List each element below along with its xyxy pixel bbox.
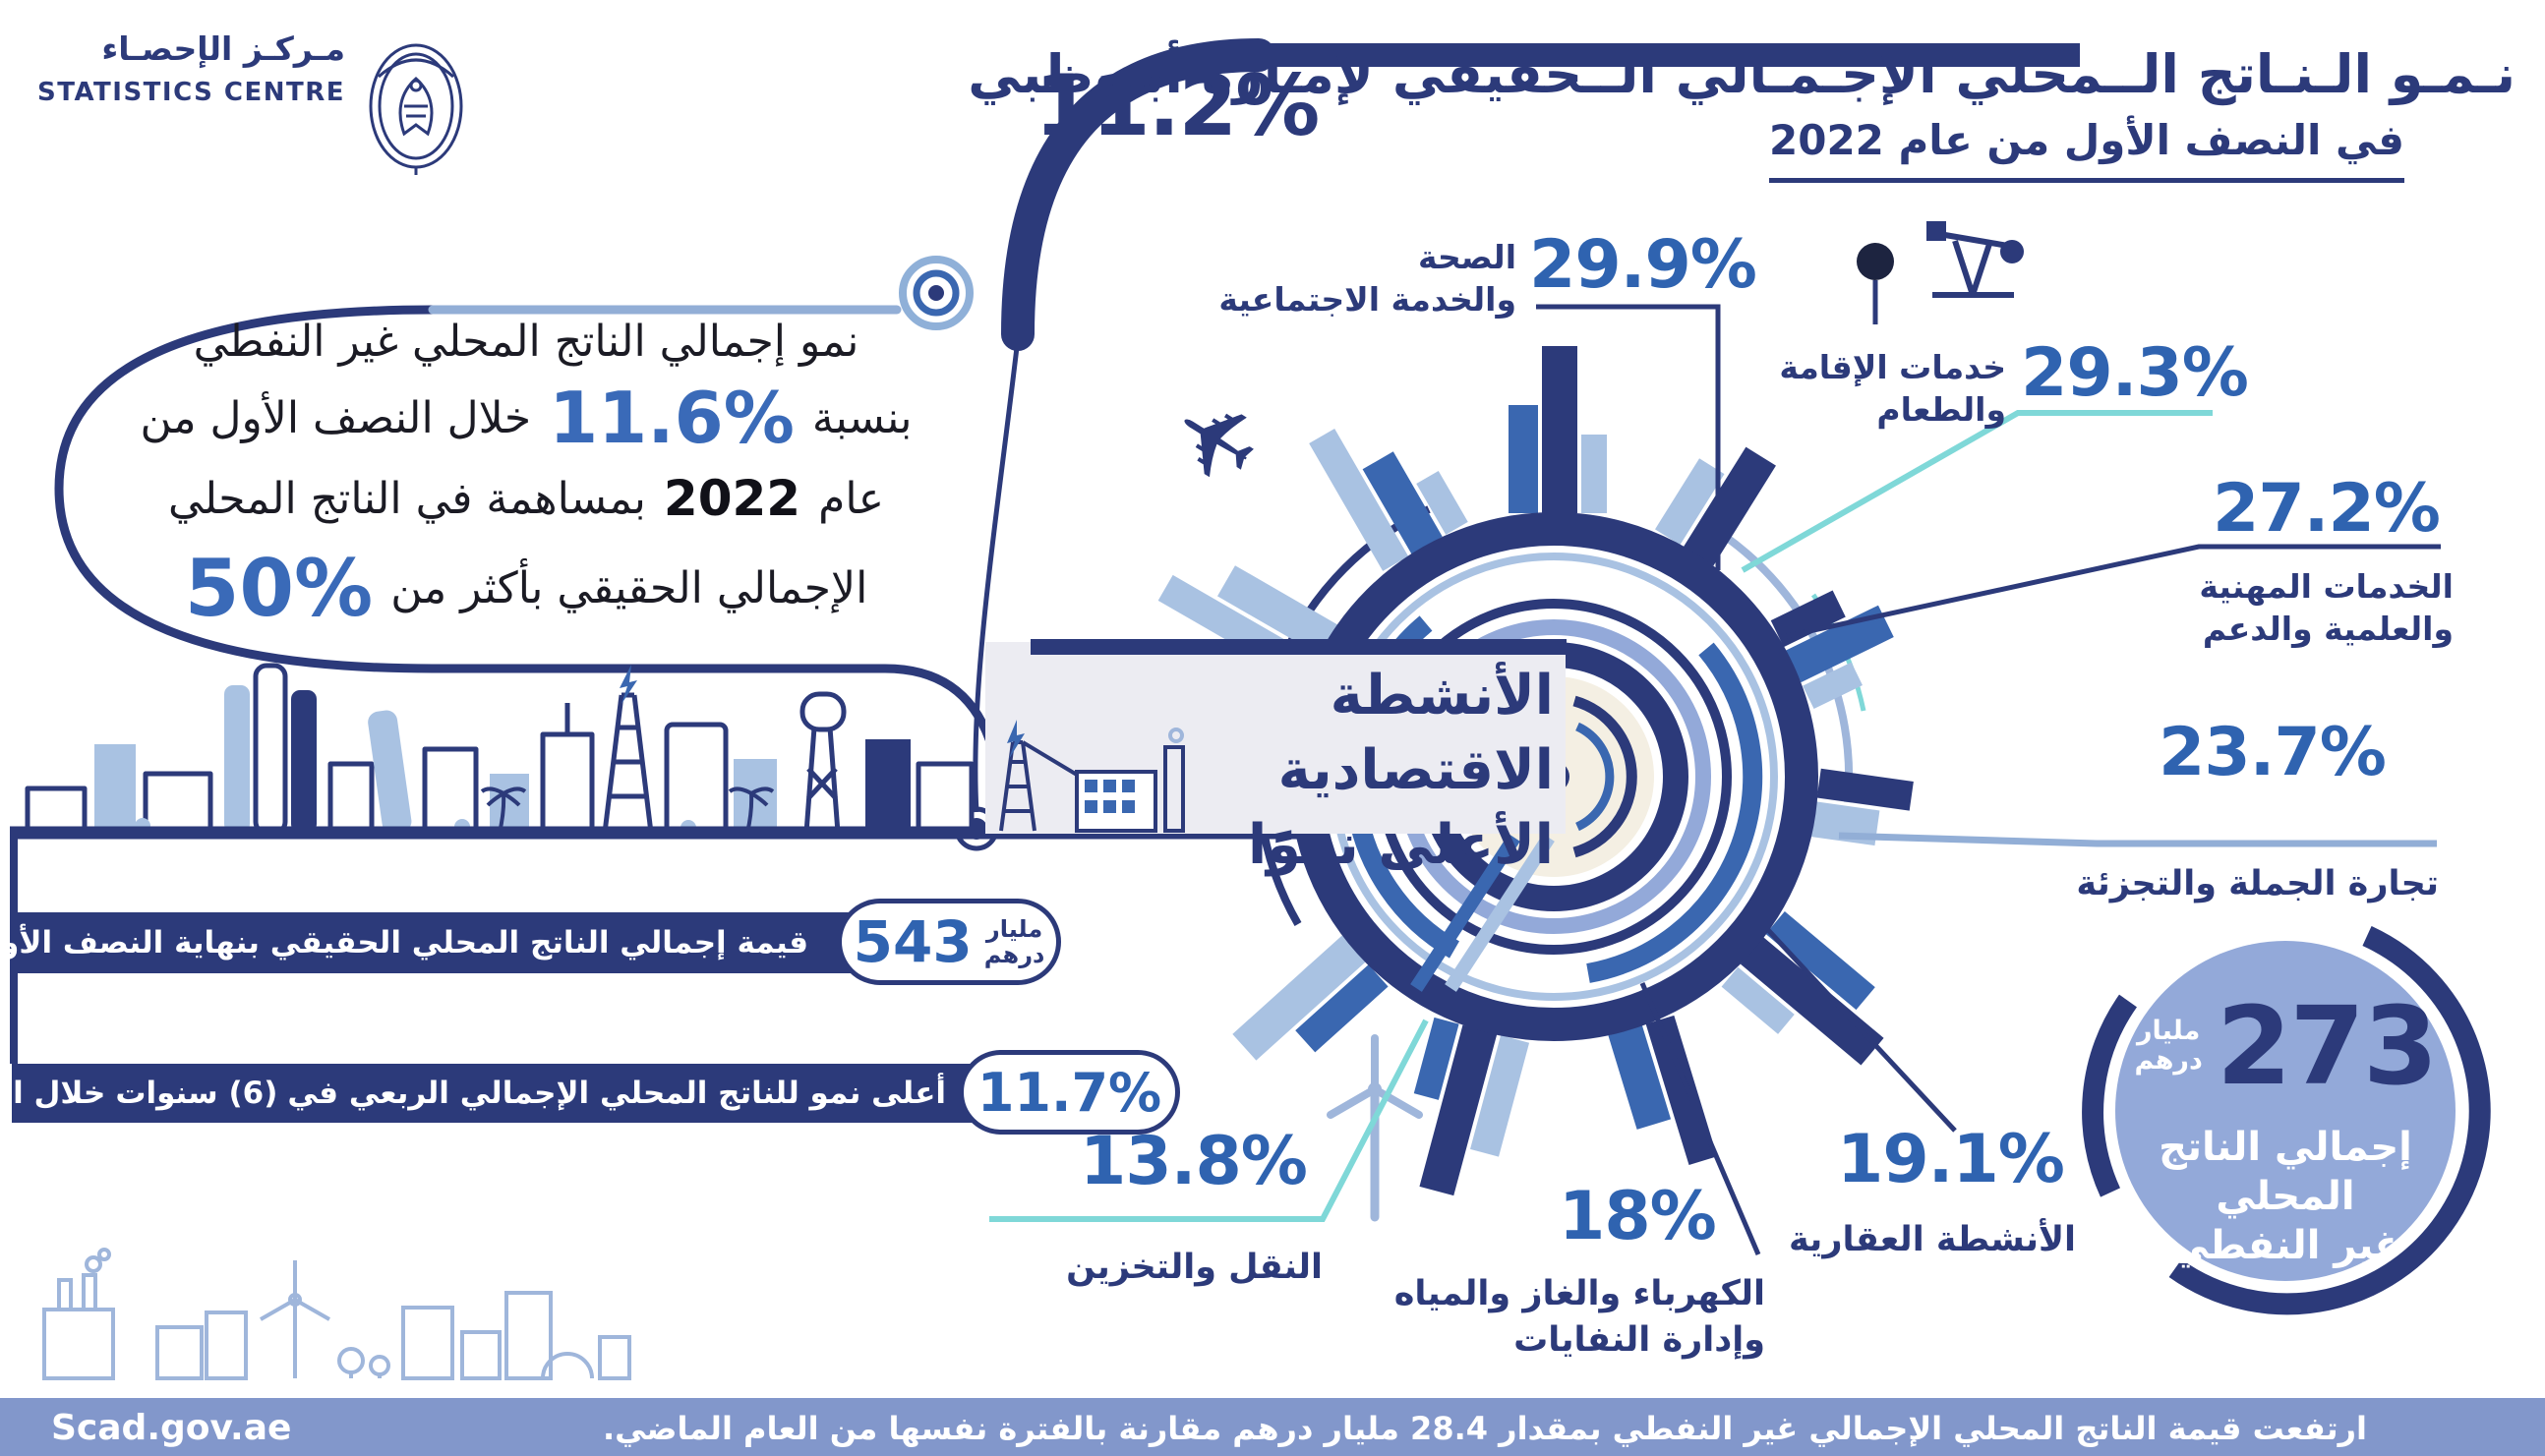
gdp-value: 543 <box>853 908 973 975</box>
sector-transport-value: 13.8% <box>1080 1123 1308 1200</box>
website-link[interactable]: Scad.gov.ae <box>51 1408 292 1448</box>
hub-title-topbar <box>1031 639 1567 655</box>
palm-tree-icon <box>480 786 775 834</box>
gdp-value-bar-text: قيمة إجمالي الناتج المحلي الحقيقي بنهاية… <box>0 925 808 961</box>
spark-icon <box>620 665 637 704</box>
gdp-value-unit: مليار درهم <box>983 915 1045 968</box>
sector-realestate-value: 19.1% <box>1837 1121 2065 1198</box>
gdp-value-bar: قيمة إجمالي الناتج المحلي الحقيقي بنهاية… <box>0 912 1000 973</box>
sector-connectors <box>989 304 2441 1255</box>
highlight-line-2: بنسبة 11.6% خلال النصف الأول من <box>140 377 913 459</box>
brand-logo: مـركـز الإحصـاء STATISTICS CENTRE <box>37 29 467 177</box>
radial-city <box>1157 346 1914 1196</box>
non-oil-gdp-caption: إجمالي الناتج المحلي غير النفطي <box>2159 1125 2412 1268</box>
street-lamp-icon <box>1857 243 1894 324</box>
sector-accommodation-value: 29.3% <box>2021 334 2249 412</box>
quarterly-growth-bar: أعلى نمو للناتج المحلي الإجمالي الربعي ف… <box>0 1064 1084 1123</box>
quarterly-growth-value: 11.7% <box>977 1061 1162 1124</box>
gdp-value-pill: 543 مليار درهم <box>837 899 1061 985</box>
oil-pump-icon <box>1926 221 2024 298</box>
hub-title: الأنشطة الاقتصادية الأعلى نموًا <box>1247 664 1554 877</box>
non-oil-gdp-unit: مليار درهم <box>2134 1016 2203 1076</box>
highlight-box-frame <box>54 305 994 744</box>
contribution-value: 50% <box>184 542 374 634</box>
sector-health-value: 29.9% <box>1529 226 1757 304</box>
quarterly-growth-bar-text: أعلى نمو للناتج المحلي الإجمالي الربعي ف… <box>0 1076 946 1111</box>
highlight-line-3: عام 2022 بمساهمة في الناتج المحلي <box>168 470 884 527</box>
brand-name-arabic: مـركـز الإحصـاء <box>101 29 346 68</box>
footer-bar: Scad.gov.ae ارتفعت قيمة الناتج المحلي ال… <box>0 1398 2545 1456</box>
page-subtitle: في النصف الأول من عام 2022 <box>1769 116 2404 183</box>
connector-curve-headline <box>973 338 1021 813</box>
power-station-icon <box>999 720 1185 833</box>
headline-bracket <box>1001 38 2080 351</box>
sector-professional-value: 27.2% <box>2213 470 2441 548</box>
non-oil-gdp-figure: مليار درهم 273 إجمالي الناتج المحلي غير ال… <box>2099 983 2472 1270</box>
page-title: نـمـو الـنـاتج الــمحلي الإجـمـالي الــح… <box>968 43 2515 105</box>
target-icon <box>899 256 974 330</box>
highlight-line-4: الإجمالي الحقيقي بأكثر من 50% <box>184 542 868 634</box>
sector-trade-value: 23.7% <box>2159 714 2387 791</box>
brand-name-english: STATISTICS CENTRE <box>37 78 346 107</box>
mini-skyline <box>42 1248 631 1380</box>
non-oil-gdp-value: 273 <box>2216 983 2439 1109</box>
non-oil-circle <box>2082 925 2491 1315</box>
sector-electricity-value: 18% <box>1559 1178 1717 1255</box>
headline-percentage: 11.2% <box>1035 57 1320 155</box>
highlight-line-1: نمو إجمالي الناتج المحلي غير النفطي <box>193 317 859 367</box>
falcon-emblem-icon <box>369 43 463 175</box>
quarterly-growth-pill: 11.7% <box>959 1050 1180 1135</box>
footer-note: ارتفعت قيمة الناتج المحلي الإجمالي غير ا… <box>603 1410 2367 1447</box>
non-oil-growth-value: 11.6% <box>549 377 795 459</box>
